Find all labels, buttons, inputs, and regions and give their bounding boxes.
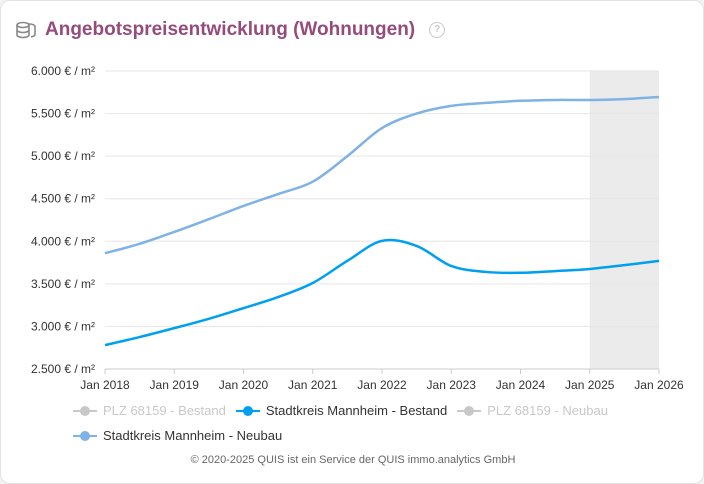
- legend-marker-icon: [457, 406, 482, 416]
- y-tick-label: 3.500 € / m²: [31, 277, 95, 291]
- x-tick-label: Jan 2026: [634, 378, 684, 392]
- x-tick-label: Jan 2024: [496, 378, 546, 392]
- legend-label: PLZ 68159 - Neubau: [487, 403, 608, 418]
- question-circle-icon[interactable]: ?: [429, 22, 446, 38]
- x-tick-label: Jan 2020: [219, 378, 269, 392]
- legend-item[interactable]: Stadtkreis Mannheim - Bestand: [235, 399, 448, 423]
- legend-label: PLZ 68159 - Bestand: [103, 403, 226, 418]
- legend-label: Stadtkreis Mannheim - Bestand: [265, 403, 448, 418]
- y-tick-label: 5.000 € / m²: [31, 149, 95, 163]
- legend-item[interactable]: Stadtkreis Mannheim - Neubau: [73, 424, 282, 448]
- legend-marker-icon: [235, 406, 260, 416]
- y-tick-label: 3.000 € / m²: [31, 319, 95, 333]
- copyright-footer: © 2020-2025 QUIS ist ein Service der QUI…: [190, 454, 516, 466]
- y-tick-label: 2.500 € / m²: [31, 362, 95, 376]
- line-chart: 2.500 € / m² 3.000 € / m² 3.500 € / m² 4.00…: [31, 64, 684, 392]
- y-tick-label: 4.000 € / m²: [31, 234, 95, 248]
- y-tick-label: 6.000 € / m²: [31, 64, 95, 78]
- series-line-stadtkreis-mannheim-bestand: [104, 238, 660, 347]
- chart-header: Angebotspreisentwicklung (Wohnungen) ?: [15, 19, 446, 41]
- forecast-band: [589, 71, 659, 369]
- series-line-stadtkreis-mannheim-neubau: [104, 95, 660, 255]
- legend-marker-icon: [73, 406, 97, 416]
- x-tick-label: Jan 2025: [565, 378, 615, 392]
- x-tick-label: Jan 2022: [357, 378, 407, 392]
- chart-title: Angebotspreisentwicklung (Wohnungen): [45, 19, 416, 40]
- y-tick-label: 5.500 € / m²: [31, 107, 95, 121]
- x-tick-label: Jan 2018: [80, 378, 130, 392]
- x-tick-label: Jan 2019: [150, 378, 200, 392]
- x-tick-label: Jan 2023: [427, 378, 477, 392]
- legend-item[interactable]: PLZ 68159 - Bestand: [73, 399, 226, 423]
- legend-item[interactable]: PLZ 68159 - Neubau: [457, 399, 608, 423]
- x-tick-label: Jan 2021: [288, 378, 338, 392]
- legend-label: Stadtkreis Mannheim - Neubau: [103, 428, 283, 443]
- coins-icon: [16, 21, 36, 39]
- legend-marker-icon: [73, 431, 97, 441]
- legend: PLZ 68159 - Bestand Stadtkreis Mannheim -…: [73, 399, 673, 449]
- y-tick-label: 4.500 € / m²: [31, 192, 95, 206]
